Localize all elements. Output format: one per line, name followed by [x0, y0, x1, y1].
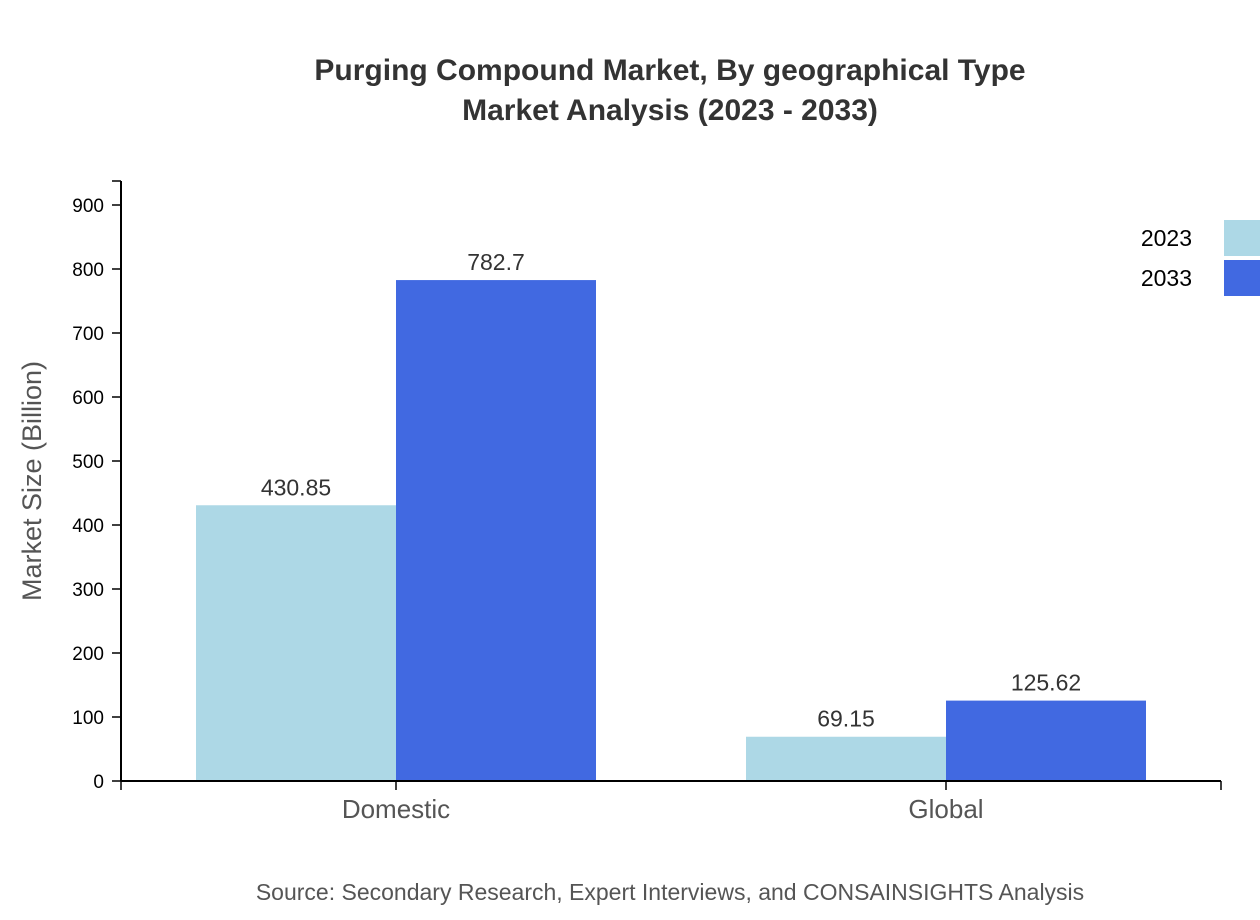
bar-domestic-2033	[396, 280, 596, 781]
y-tick-label: 200	[72, 644, 104, 665]
legend-label: 2033	[1141, 265, 1192, 291]
y-tick-label: 500	[72, 452, 104, 473]
legend-swatch-2023	[1224, 220, 1260, 256]
legend-swatch-2033	[1224, 260, 1260, 296]
y-tick-label: 800	[72, 260, 104, 281]
y-tick-label: 600	[72, 388, 104, 409]
y-tick-label: 900	[72, 196, 104, 217]
chart-title-line-1: Purging Compound Market, By geographical…	[314, 54, 1025, 87]
chart-title-line-2: Market Analysis (2023 - 2033)	[462, 94, 878, 127]
data-label: 782.7	[467, 249, 525, 275]
source-note: Source: Secondary Research, Expert Inter…	[256, 879, 1084, 905]
data-label: 430.85	[261, 474, 331, 500]
data-label: 125.62	[1011, 670, 1081, 696]
x-tick-label: Domestic	[342, 794, 450, 824]
bar-global-2033	[946, 700, 1146, 781]
y-tick-label: 300	[72, 580, 104, 601]
y-axis-label: Market Size (Billion)	[17, 361, 47, 601]
data-label: 69.15	[817, 706, 875, 732]
y-tick-label: 700	[72, 324, 104, 345]
y-tick-label: 100	[72, 708, 104, 729]
bar-global-2023	[746, 736, 946, 781]
bar-domestic-2023	[196, 505, 396, 781]
x-tick-label: Global	[908, 794, 983, 824]
y-tick-label: 0	[93, 772, 104, 793]
y-tick-label: 400	[72, 516, 104, 537]
legend-label: 2023	[1141, 225, 1192, 251]
